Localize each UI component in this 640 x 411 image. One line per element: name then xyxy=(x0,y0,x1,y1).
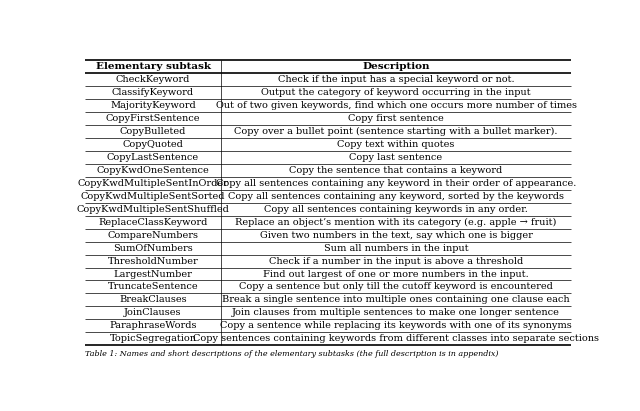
Text: CopyLastSentence: CopyLastSentence xyxy=(107,153,199,162)
Text: Copy all sentences containing keywords in any order.: Copy all sentences containing keywords i… xyxy=(264,205,528,214)
Text: Copy text within quotes: Copy text within quotes xyxy=(337,140,455,149)
Text: Sum all numbers in the input: Sum all numbers in the input xyxy=(324,244,468,253)
Text: Break a single sentence into multiple ones containing one clause each: Break a single sentence into multiple on… xyxy=(222,296,570,305)
Text: ReplaceClassKeyword: ReplaceClassKeyword xyxy=(99,218,208,227)
Text: Elementary subtask: Elementary subtask xyxy=(95,62,211,72)
Text: CopyKwdMultipleSentShuffled: CopyKwdMultipleSentShuffled xyxy=(77,205,230,214)
Text: CopyKwdMultipleSentSorted: CopyKwdMultipleSentSorted xyxy=(81,192,225,201)
Text: Find out largest of one or more numbers in the input.: Find out largest of one or more numbers … xyxy=(263,270,529,279)
Text: Table 1: Names and short descriptions of the elementary subtasks (the full descr: Table 1: Names and short descriptions of… xyxy=(85,350,499,358)
Text: LargestNumber: LargestNumber xyxy=(113,270,193,279)
Text: CopyFirstSentence: CopyFirstSentence xyxy=(106,114,200,123)
Text: Copy last sentence: Copy last sentence xyxy=(349,153,443,162)
Text: Replace an object’s mention with its category (e.g. apple → fruit): Replace an object’s mention with its cat… xyxy=(236,218,557,227)
Text: Given two numbers in the text, say which one is bigger: Given two numbers in the text, say which… xyxy=(260,231,532,240)
Text: CopyQuoted: CopyQuoted xyxy=(123,140,184,149)
Text: Copy first sentence: Copy first sentence xyxy=(348,114,444,123)
Text: Join clauses from multiple sentences to make one longer sentence: Join clauses from multiple sentences to … xyxy=(232,308,560,317)
Text: BreakClauses: BreakClauses xyxy=(119,296,187,305)
Text: Copy the sentence that contains a keyword: Copy the sentence that contains a keywor… xyxy=(289,166,502,175)
Text: Copy a sentence while replacing its keywords with one of its synonyms: Copy a sentence while replacing its keyw… xyxy=(220,321,572,330)
Text: Copy sentences containing keywords from different classes into separate sections: Copy sentences containing keywords from … xyxy=(193,334,599,343)
Text: Check if the input has a special keyword or not.: Check if the input has a special keyword… xyxy=(278,75,515,84)
Text: Copy a sentence but only till the cutoff keyword is encountered: Copy a sentence but only till the cutoff… xyxy=(239,282,553,291)
Text: Out of two given keywords, find which one occurs more number of times: Out of two given keywords, find which on… xyxy=(216,101,577,110)
Text: ParaphraseWords: ParaphraseWords xyxy=(109,321,196,330)
Text: Check if a number in the input is above a threshold: Check if a number in the input is above … xyxy=(269,256,523,266)
Text: TopicSegregation: TopicSegregation xyxy=(109,334,196,343)
Text: Output the category of keyword occurring in the input: Output the category of keyword occurring… xyxy=(261,88,531,97)
Text: CopyKwdOneSentence: CopyKwdOneSentence xyxy=(97,166,209,175)
Text: CopyBulleted: CopyBulleted xyxy=(120,127,186,136)
Text: CheckKeyword: CheckKeyword xyxy=(116,75,190,84)
Text: SumOfNumbers: SumOfNumbers xyxy=(113,244,193,253)
Text: TruncateSentence: TruncateSentence xyxy=(108,282,198,291)
Text: ClassifyKeyword: ClassifyKeyword xyxy=(112,88,194,97)
Text: MajorityKeyword: MajorityKeyword xyxy=(110,101,196,110)
Text: JoinClauses: JoinClauses xyxy=(124,308,182,317)
Text: ThresholdNumber: ThresholdNumber xyxy=(108,256,198,266)
Text: Copy all sentences containing any keyword in their order of appearance.: Copy all sentences containing any keywor… xyxy=(216,179,576,188)
Text: Description: Description xyxy=(362,62,430,72)
Text: Copy all sentences containing any keyword, sorted by the keywords: Copy all sentences containing any keywor… xyxy=(228,192,564,201)
Text: Copy over a bullet point (sentence starting with a bullet marker).: Copy over a bullet point (sentence start… xyxy=(234,127,558,136)
Text: CompareNumbers: CompareNumbers xyxy=(108,231,198,240)
Text: CopyKwdMultipleSentInOrder: CopyKwdMultipleSentInOrder xyxy=(77,179,228,188)
